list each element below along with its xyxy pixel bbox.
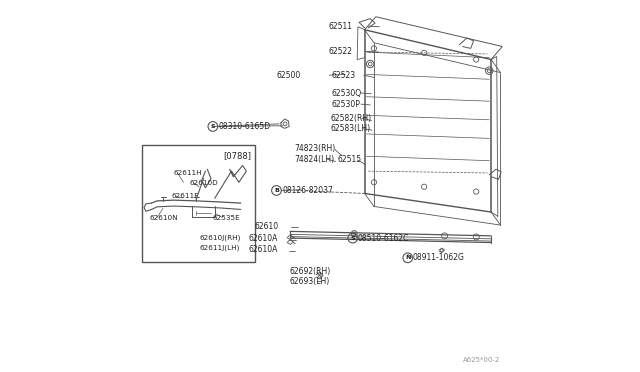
Text: S: S — [211, 124, 215, 129]
Text: S: S — [351, 235, 355, 241]
Text: 62610D: 62610D — [190, 180, 218, 186]
Text: [0788]: [0788] — [223, 151, 251, 160]
Text: N: N — [405, 255, 410, 260]
Text: 62535E: 62535E — [212, 215, 240, 221]
Text: 62511: 62511 — [328, 22, 352, 31]
Text: 08126-82037: 08126-82037 — [282, 186, 333, 195]
Text: 62515: 62515 — [338, 155, 362, 164]
Text: 62610A: 62610A — [249, 246, 278, 254]
Text: 62611J(LH): 62611J(LH) — [199, 244, 239, 251]
Text: 62611F: 62611F — [172, 193, 198, 199]
Text: 08510-6162C: 08510-6162C — [358, 234, 410, 243]
Text: 62530Q: 62530Q — [331, 89, 362, 97]
Text: 74824(LH): 74824(LH) — [294, 155, 335, 164]
Text: 62611H: 62611H — [173, 170, 202, 176]
Text: 08310-6165D: 08310-6165D — [219, 122, 271, 131]
Text: 74823(RH): 74823(RH) — [294, 144, 336, 153]
Text: 62610N: 62610N — [150, 215, 179, 221]
Text: 62610: 62610 — [254, 222, 278, 231]
Text: A625*00-2: A625*00-2 — [463, 357, 500, 363]
Text: 62582(RH): 62582(RH) — [330, 114, 371, 123]
Text: 62610J(RH): 62610J(RH) — [199, 235, 241, 241]
Text: 62500: 62500 — [276, 71, 300, 80]
Text: 62530P: 62530P — [331, 100, 360, 109]
Text: 62583(LH): 62583(LH) — [330, 124, 370, 133]
Text: 62523: 62523 — [331, 71, 355, 80]
Text: 62693(LH): 62693(LH) — [289, 277, 330, 286]
Text: 62610A: 62610A — [249, 234, 278, 243]
Text: 08911-1062G: 08911-1062G — [413, 253, 465, 262]
Text: B: B — [274, 188, 279, 193]
Text: 62522: 62522 — [328, 47, 352, 56]
Text: 62692(RH): 62692(RH) — [289, 267, 331, 276]
Bar — [142, 145, 255, 262]
